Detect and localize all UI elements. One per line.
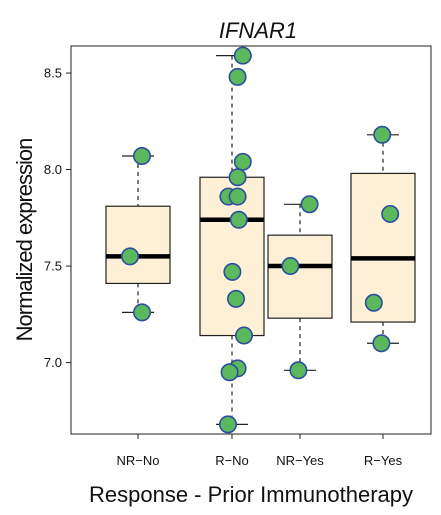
- box-body: [199, 176, 265, 337]
- x-tick-label: R−No: [215, 453, 249, 468]
- data-point: [364, 293, 383, 312]
- box-series: [105, 55, 416, 425]
- x-axis-title: Response - Prior Immunotherapy: [89, 482, 413, 507]
- box-1: [105, 155, 171, 313]
- data-point: [223, 262, 242, 281]
- data-point: [228, 168, 247, 187]
- y-tick-label: 8.5: [44, 66, 62, 81]
- y-axis-title: Normalized expression: [12, 139, 37, 342]
- x-axis: NR−No R−No NR−Yes R−Yes: [117, 434, 403, 468]
- data-point: [228, 187, 247, 206]
- data-point: [281, 257, 300, 276]
- data-point: [372, 334, 391, 353]
- box-body: [350, 172, 416, 323]
- y-tick-label: 8.0: [44, 162, 62, 177]
- data-point: [227, 289, 246, 308]
- data-point: [381, 204, 400, 223]
- data-point: [373, 125, 392, 144]
- chart-title: IFNAR1: [219, 18, 297, 43]
- data-point: [235, 326, 254, 345]
- x-tick-label: NR−Yes: [276, 453, 324, 468]
- y-tick-label: 7.5: [44, 259, 62, 274]
- box-4: [350, 134, 416, 344]
- data-point: [229, 210, 248, 229]
- y-tick-label: 7.0: [44, 355, 62, 370]
- box-body: [105, 205, 171, 285]
- box-2: [199, 55, 265, 425]
- data-point: [228, 67, 247, 86]
- data-point: [233, 152, 252, 171]
- x-tick-label: R−Yes: [364, 453, 403, 468]
- data-point: [219, 415, 238, 434]
- x-tick-label: NR−No: [117, 453, 160, 468]
- box-body: [267, 234, 333, 319]
- data-point: [121, 247, 140, 266]
- data-point: [300, 195, 319, 214]
- box-3: [267, 203, 333, 371]
- data-point: [133, 303, 152, 322]
- plot-area-frame: [70, 45, 432, 435]
- data-point: [289, 361, 308, 380]
- y-axis: 7.0 7.5 8.0 8.5: [44, 66, 71, 370]
- data-point: [220, 363, 239, 382]
- point-series: [121, 46, 400, 434]
- data-point: [233, 46, 252, 65]
- data-point: [133, 147, 152, 166]
